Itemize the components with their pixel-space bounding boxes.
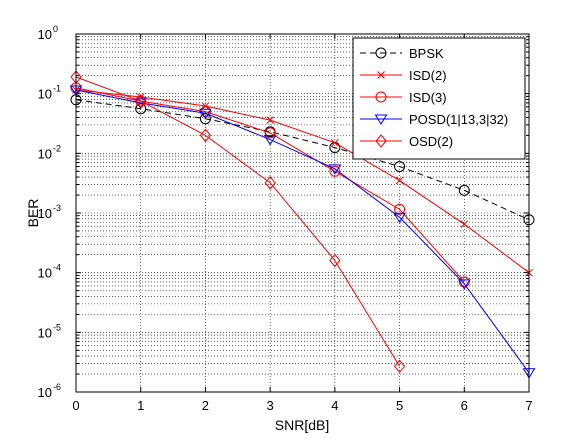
data-point-isd-3 xyxy=(199,106,211,118)
data-point-isd-2 xyxy=(266,116,274,124)
y-tick-label-exponent: -2 xyxy=(53,143,61,153)
data-point-isd-3 xyxy=(264,127,276,139)
y-tick-label-exponent: -3 xyxy=(53,203,61,213)
data-point-osd-2 xyxy=(135,94,147,108)
y-tick-label: 10 xyxy=(38,87,52,102)
series-posd-1-13-3-32 xyxy=(69,85,536,379)
legend-marker-posd-1-13-3-32 xyxy=(374,114,388,125)
legend: BPSK ISD(2) ISD(3) POSD(1|13,3|32) OSD(2) xyxy=(352,37,526,160)
legend-item-isd-3: ISD(3) xyxy=(360,90,447,105)
legend-label-isd-3: ISD(3) xyxy=(409,90,447,105)
data-point-osd-2 xyxy=(393,359,406,374)
series-line-bpsk xyxy=(75,99,530,221)
legend-marker-isd-2 xyxy=(377,71,385,79)
data-point-posd-1-13-3-32 xyxy=(328,164,342,175)
data-point-isd-2 xyxy=(460,220,469,229)
legend-item-isd-2: ISD(2) xyxy=(360,68,447,83)
data-point-osd-2 xyxy=(264,176,276,190)
y-tick-label: 10 xyxy=(38,27,52,42)
y-tick-label-exponent: -5 xyxy=(53,322,61,332)
data-point-isd-2 xyxy=(331,138,339,147)
x-tick-label: 0 xyxy=(72,398,79,413)
y-axis-label: BER xyxy=(25,199,41,228)
data-point-posd-1-13-3-32 xyxy=(457,279,471,290)
y-tick-label: 10 xyxy=(38,325,52,340)
legend-label-osd-2: OSD(2) xyxy=(409,134,453,149)
series-line-osd-2 xyxy=(75,76,400,367)
legend-marker-osd-2 xyxy=(375,134,387,148)
x-tick-label: 1 xyxy=(137,398,144,413)
data-point-isd-3 xyxy=(458,276,470,288)
x-tick-label: 2 xyxy=(202,398,209,413)
legend-label-posd-1-13-3-32: POSD(1|13,3|32) xyxy=(409,112,508,127)
data-point-bpsk xyxy=(458,184,470,196)
y-tick-label: 10 xyxy=(38,146,52,161)
data-point-bpsk xyxy=(135,103,147,115)
y-tick-label-exponent: -6 xyxy=(53,382,61,392)
data-point-isd-3 xyxy=(394,203,406,215)
data-point-isd-3 xyxy=(329,165,341,177)
x-tick-label: 7 xyxy=(525,398,532,413)
data-point-isd-2 xyxy=(395,176,404,185)
x-tick-label: 6 xyxy=(461,398,468,413)
y-tick-label: 10 xyxy=(38,266,52,281)
legend-item-bpsk: BPSK xyxy=(360,46,444,61)
y-tick-label: 10 xyxy=(38,206,52,221)
x-tick-label: 5 xyxy=(396,398,403,413)
grid-lines xyxy=(76,34,529,392)
x-tick-labels: 0 1 2 3 4 5 6 7 xyxy=(72,398,532,413)
y-tick-label: 10 xyxy=(38,385,52,400)
x-axis-label: SNR[dB] xyxy=(275,417,329,433)
x-tick-label: 4 xyxy=(331,398,338,413)
y-tick-label-exponent: 0 xyxy=(53,24,58,34)
data-point-isd-2 xyxy=(201,102,210,110)
data-point-osd-2 xyxy=(329,253,341,268)
legend-item-posd-1-13-3-32: POSD(1|13,3|32) xyxy=(360,112,508,127)
data-point-osd-2 xyxy=(199,128,212,143)
data-point-bpsk xyxy=(394,161,406,173)
x-tick-label: 3 xyxy=(267,398,274,413)
legend-label-isd-2: ISD(2) xyxy=(409,68,447,83)
series-osd-2 xyxy=(70,70,406,374)
legend-label-bpsk: BPSK xyxy=(409,46,444,61)
legend-item-osd-2: OSD(2) xyxy=(360,134,453,149)
series-line-isd-2 xyxy=(75,89,530,274)
data-point-posd-1-13-3-32 xyxy=(393,212,406,224)
y-tick-label-exponent: -1 xyxy=(53,84,61,94)
series-line-posd-1-13-3-32 xyxy=(75,89,530,374)
plot-frame xyxy=(75,33,530,393)
data-point-posd-1-13-3-32 xyxy=(263,135,277,146)
data-point-posd-1-13-3-32 xyxy=(199,108,212,120)
legend-marker-bpsk xyxy=(375,47,387,59)
legend-marker-isd-3 xyxy=(375,91,387,103)
y-tick-label-exponent: -4 xyxy=(53,263,61,273)
